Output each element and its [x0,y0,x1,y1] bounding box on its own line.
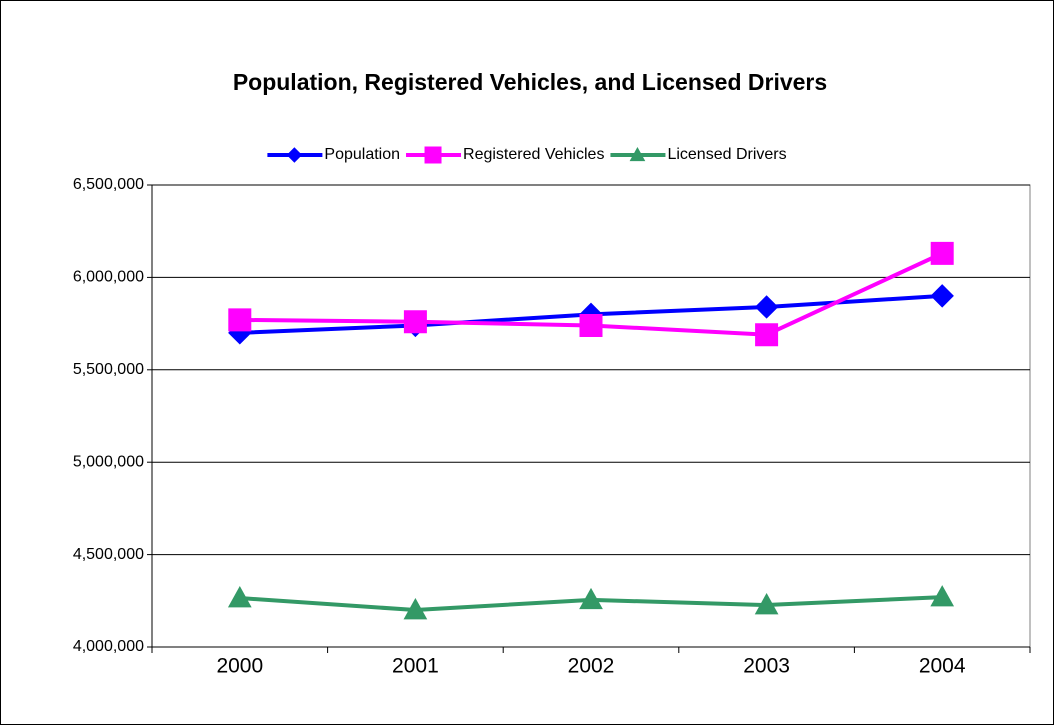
x-tick-label: 2003 [743,655,790,678]
marker [754,593,779,615]
y-tick-label: 4,000,000 [73,638,144,655]
marker [930,241,954,265]
y-tick-label: 6,000,000 [73,269,144,286]
marker [930,585,955,607]
y-tick-label: 4,500,000 [73,546,144,563]
marker [228,308,252,332]
marker [629,146,646,162]
x-tick-label: 2001 [392,655,439,678]
x-tick-label: 2004 [919,655,966,678]
marker [930,284,954,308]
x-tick-label: 2002 [568,655,615,678]
marker [403,598,428,620]
marker [754,295,779,319]
legend-label: Registered Vehicles [463,146,604,163]
x-tick-label: 2000 [216,655,263,678]
legend-label: Population [324,146,400,163]
marker [403,310,427,334]
marker [286,147,303,163]
marker [579,313,603,337]
legend-label: Licensed Drivers [667,146,786,163]
chart-title: Population, Registered Vehicles, and Lic… [232,69,828,95]
plot-area [151,184,1031,648]
y-tick-label: 5,000,000 [73,453,144,470]
legend: Population Registered Vehicles Licensed Dr… [267,146,787,164]
marker [579,587,603,610]
y-tick-label: 5,500,000 [73,361,144,378]
marker [227,585,252,608]
y-tick-label: 6,500,000 [73,176,144,193]
marker [424,146,442,164]
marker [755,323,779,347]
